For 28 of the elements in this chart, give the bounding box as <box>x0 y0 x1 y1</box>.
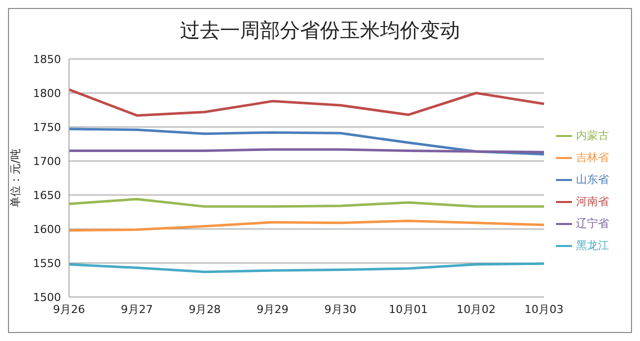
x-tick-label: 10月02 <box>456 302 496 316</box>
y-tick-label: 1500 <box>33 290 61 304</box>
line-series <box>68 220 546 232</box>
line-series <box>68 198 546 208</box>
y-tick-label: 1550 <box>33 256 61 270</box>
y-tick-label: 1850 <box>33 52 61 66</box>
legend-label: 山东省 <box>576 173 609 186</box>
x-tick-label: 9月27 <box>120 302 153 316</box>
y-tick-label: 1700 <box>33 154 61 168</box>
x-tick-label: 9月30 <box>324 302 356 316</box>
x-tick-label: 10月01 <box>388 302 428 316</box>
legend-label: 内蒙古 <box>576 129 609 142</box>
y-axis-title: 单位：元/吨 <box>8 148 22 208</box>
y-tick-label: 1750 <box>33 120 61 134</box>
x-tick-label: 9月28 <box>188 302 221 316</box>
legend-label: 吉林省 <box>576 151 609 164</box>
y-tick-label: 1800 <box>33 86 61 100</box>
y-tick-label: 1650 <box>33 188 61 202</box>
line-series <box>68 88 546 117</box>
x-tick-label: 9月26 <box>53 302 85 316</box>
legend-label: 黑龙江 <box>576 239 609 252</box>
line-series <box>68 262 546 274</box>
chart-title: 过去一周部分省份玉米均价变动 <box>179 17 461 44</box>
y-tick-label: 1600 <box>33 222 61 236</box>
legend-label: 河南省 <box>576 195 609 208</box>
legend-label: 辽宁省 <box>576 217 609 230</box>
x-tick-label: 10月03 <box>524 302 564 316</box>
x-tick-label: 9月29 <box>256 302 289 316</box>
